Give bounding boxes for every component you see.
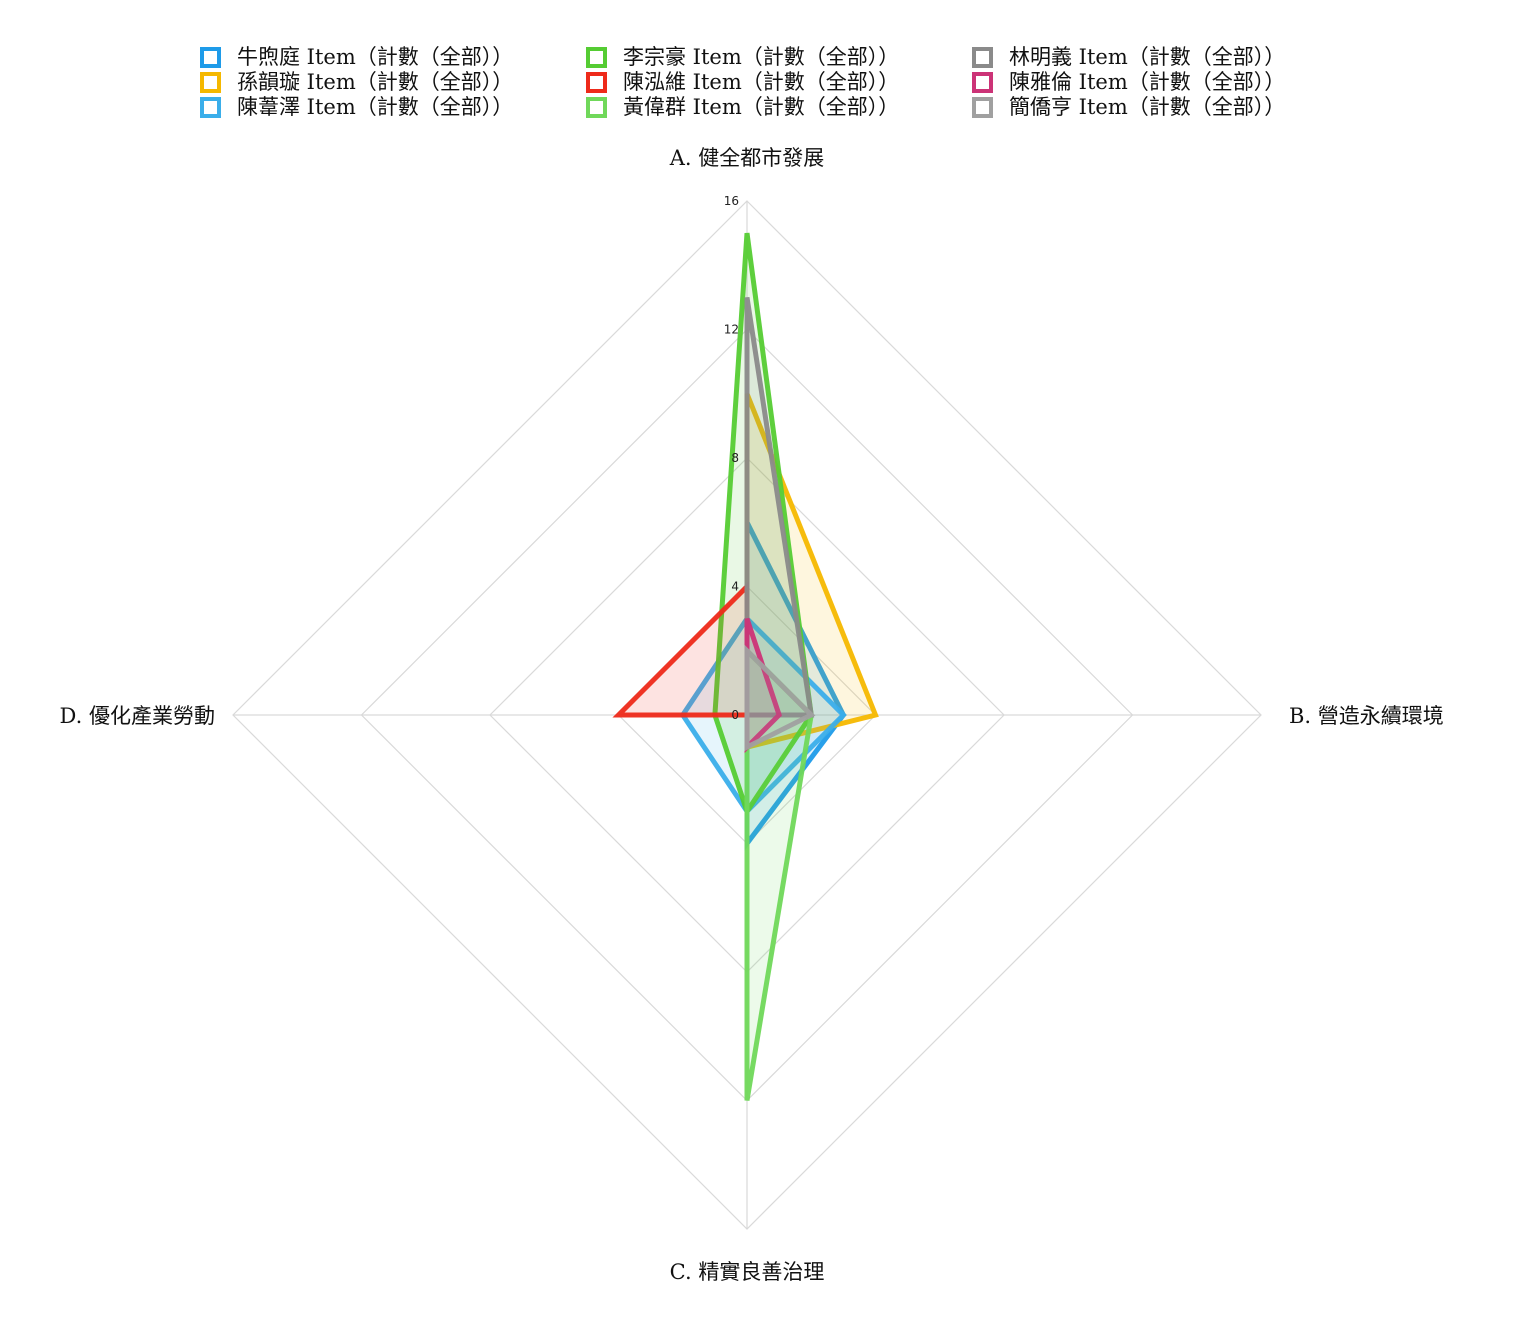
legend-label: 陳雅倫 Item（計數（全部）） bbox=[1009, 70, 1286, 94]
legend-label: 李宗豪 Item（計數（全部）） bbox=[623, 45, 900, 69]
legend-swatch bbox=[972, 96, 993, 118]
tick-label: 4 bbox=[731, 580, 739, 594]
legend-label: 牛煦庭 Item（計數（全部）） bbox=[237, 45, 514, 69]
legend-swatch bbox=[972, 71, 993, 93]
legend-swatch bbox=[972, 46, 993, 68]
axis-title: A. 健全都市發展 bbox=[669, 146, 825, 170]
legend-item[interactable]: 陳葦澤 Item（計數（全部）） bbox=[200, 94, 513, 120]
legend-swatch bbox=[586, 96, 607, 118]
tick-label: 12 bbox=[724, 323, 739, 337]
tick-label: 0 bbox=[731, 708, 739, 722]
axis-title: B. 營造永續環境 bbox=[1289, 704, 1444, 728]
legend-swatch bbox=[200, 96, 221, 118]
legend-item[interactable]: 黃偉群 Item（計數（全部）） bbox=[586, 94, 899, 120]
legend-item[interactable]: 林明義 Item（計數（全部）） bbox=[972, 44, 1285, 70]
axis-title: D. 優化產業勞動 bbox=[60, 704, 215, 728]
tick-label: 8 bbox=[731, 451, 739, 465]
legend-swatch bbox=[586, 46, 607, 68]
legend-label: 陳泓維 Item（計數（全部）） bbox=[623, 70, 900, 94]
legend-swatch bbox=[200, 71, 221, 93]
series-polygon-9 bbox=[744, 644, 816, 752]
legend-item[interactable]: 李宗豪 Item（計數（全部）） bbox=[586, 44, 899, 70]
legend-item[interactable]: 牛煦庭 Item（計數（全部）） bbox=[200, 44, 513, 70]
legend-item[interactable]: 孫韻璇 Item（計數（全部）） bbox=[200, 69, 513, 95]
legend-item[interactable]: 簡僑亨 Item（計數（全部）） bbox=[972, 94, 1285, 120]
legend-label: 簡僑亨 Item（計數（全部）） bbox=[1009, 95, 1286, 119]
legend-item[interactable]: 陳泓維 Item（計數（全部）） bbox=[586, 69, 899, 95]
legend-swatch bbox=[200, 46, 221, 68]
legend-swatch bbox=[586, 71, 607, 93]
legend-item[interactable]: 陳雅倫 Item（計數（全部）） bbox=[972, 69, 1285, 95]
legend-label: 林明義 Item（計數（全部）） bbox=[1009, 45, 1286, 69]
legend-label: 黃偉群 Item（計數（全部）） bbox=[623, 95, 900, 119]
series-polygon-5 bbox=[612, 580, 750, 718]
tick-label: 16 bbox=[724, 194, 739, 208]
legend-label: 孫韻璇 Item（計數（全部）） bbox=[237, 70, 514, 94]
legend-label: 陳葦澤 Item（計數（全部）） bbox=[237, 95, 514, 119]
series-group bbox=[612, 232, 879, 1101]
axis-title: C. 精實良善治理 bbox=[670, 1260, 825, 1284]
